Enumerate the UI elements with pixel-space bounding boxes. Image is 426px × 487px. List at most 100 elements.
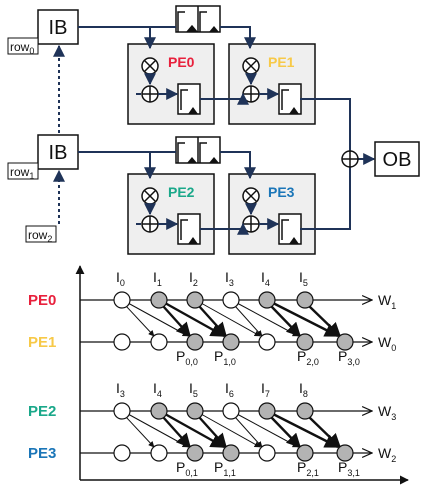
svg-text:row1: row1 bbox=[10, 165, 34, 181]
group-bottom-bottom-node bbox=[186, 444, 204, 462]
group-bottom-diag2-1 bbox=[164, 412, 226, 449]
add-icon bbox=[242, 215, 260, 233]
group-bottom-weight-top: W3 bbox=[378, 403, 396, 422]
flow-layer: I0 I1 I2 I3 I4 I5 W1 W0 P0,0 P1,0 P2,0 P3,0 I3 I4 I5 I6… bbox=[80, 269, 396, 478]
pe2-label: PE2 bbox=[168, 184, 195, 200]
group-bottom-diag-2 bbox=[198, 416, 227, 449]
group-bottom-bottom-node bbox=[258, 444, 276, 462]
group-bottom-bottom-node bbox=[336, 444, 354, 462]
group-bottom-diag2-0 bbox=[127, 413, 189, 448]
pe1-label: PE1 bbox=[268, 54, 295, 70]
register-icon bbox=[177, 83, 201, 115]
group-bottom-bottom-node bbox=[296, 444, 314, 462]
group-bottom-output-label-0: P0,1 bbox=[176, 459, 198, 478]
add-icon bbox=[242, 85, 260, 103]
architecture-diagram: IB IB row0 row1 row2 PE0 PE1 PE2 bbox=[7, 5, 420, 255]
weight-fifo-bottom bbox=[175, 136, 221, 164]
input-buffer-top-label: IB bbox=[49, 17, 68, 39]
group-top-diag2-1 bbox=[164, 301, 226, 338]
row1-tag: row1 bbox=[7, 162, 39, 181]
group-top-top-node bbox=[296, 291, 314, 309]
group-bottom-diag2-2 bbox=[200, 413, 261, 448]
dataflow-row-pe3: PE3 bbox=[28, 445, 56, 462]
group-bottom-top-node bbox=[222, 402, 240, 420]
group-bottom-top-node bbox=[296, 402, 314, 420]
group-bottom-output-label-2: P2,1 bbox=[297, 459, 319, 478]
group-bottom-weight-bottom: W2 bbox=[378, 445, 396, 464]
register-icon bbox=[177, 213, 201, 245]
multiply-icon bbox=[141, 57, 159, 75]
pe0-internals bbox=[141, 57, 208, 115]
group-bottom-top-node bbox=[186, 402, 204, 420]
row2-label: row bbox=[28, 228, 48, 242]
dataflow-row-pe1: PE1 bbox=[28, 334, 56, 351]
group-bottom-output-label-1: P1,1 bbox=[214, 459, 236, 478]
group-bottom-top-node bbox=[150, 402, 168, 420]
row1-sub: 1 bbox=[29, 171, 34, 181]
group-top-output-label-2: P2,0 bbox=[297, 348, 319, 367]
group-top-diag-3 bbox=[234, 305, 263, 337]
group-bottom-bottom-node bbox=[113, 444, 131, 462]
input-wires bbox=[78, 26, 256, 180]
group-top-diag2-4 bbox=[272, 301, 340, 338]
svg-text:row0: row0 bbox=[10, 40, 34, 56]
group-top-input-label-2: I2 bbox=[189, 269, 198, 288]
pe3-label: PE3 bbox=[268, 184, 295, 200]
add-icon bbox=[141, 215, 159, 233]
group-top-diag2-3 bbox=[236, 302, 299, 337]
group-top-diag-0 bbox=[125, 305, 155, 337]
multiply-icon bbox=[242, 187, 260, 205]
register-icon bbox=[278, 83, 302, 115]
multiply-icon bbox=[141, 187, 159, 205]
output-buffer: OB bbox=[374, 141, 420, 177]
group-top-bottom-node bbox=[186, 333, 204, 351]
pe0-label: PE0 bbox=[168, 54, 195, 70]
group-bottom-top-node bbox=[258, 402, 276, 420]
group-top-output-label-0: P0,0 bbox=[176, 348, 198, 367]
row2-sub: 2 bbox=[47, 234, 52, 244]
output-wires bbox=[300, 98, 376, 230]
input-buffer-bottom-label: IB bbox=[49, 142, 68, 164]
output-adder-icon bbox=[341, 150, 359, 168]
dataflow-row-pe2: PE2 bbox=[28, 403, 56, 420]
input-buffer-top: IB bbox=[37, 9, 79, 45]
group-bottom-diag-5 bbox=[308, 416, 342, 449]
group-bottom-input-label-3: I6 bbox=[225, 380, 234, 399]
row0-label: row bbox=[10, 40, 30, 54]
group-bottom-diag-0 bbox=[125, 416, 155, 448]
dataflow-diagram: PE0 PE1 PE2 PE3 I0 I1 I2 I3 I4 I5 W1 W0 P0,0 P1,0… bbox=[28, 265, 409, 485]
group-top-top-node bbox=[186, 291, 204, 309]
group-bottom-bottom-node bbox=[222, 444, 240, 462]
group-bottom-top-node bbox=[113, 402, 131, 420]
group-bottom-diag2-3 bbox=[236, 413, 299, 448]
pe-internals bbox=[136, 57, 309, 245]
group-top-input-label-3: I3 bbox=[225, 269, 234, 288]
group-top-top-node bbox=[150, 291, 168, 309]
group-top-bottom-node bbox=[150, 333, 168, 351]
group-bottom-bottom-node bbox=[150, 444, 168, 462]
group-bottom-diag-3 bbox=[234, 416, 263, 448]
group-top-diag-5 bbox=[308, 305, 342, 338]
group-top-diag2-2 bbox=[200, 302, 261, 337]
register-icon bbox=[278, 213, 302, 245]
output-buffer-label: OB bbox=[383, 149, 412, 171]
group-top-bottom-node bbox=[222, 333, 240, 351]
group-bottom-diag2-4 bbox=[272, 412, 340, 449]
group-top-bottom-node bbox=[296, 333, 314, 351]
group-top-bottom-node bbox=[336, 333, 354, 351]
weight-fifo-top bbox=[175, 5, 221, 33]
pe3-internals bbox=[242, 187, 309, 245]
pe2-internals bbox=[141, 187, 208, 245]
group-top-top-node bbox=[258, 291, 276, 309]
add-icon bbox=[141, 85, 159, 103]
group-top-weight-bottom: W0 bbox=[378, 334, 396, 353]
group-top-input-label-0: I0 bbox=[116, 269, 125, 288]
group-top-diag2-0 bbox=[127, 302, 189, 337]
group-top-top-node bbox=[222, 291, 240, 309]
group-top-top-node bbox=[113, 291, 131, 309]
multiply-icon bbox=[242, 57, 260, 75]
group-bottom-input-label-0: I3 bbox=[116, 380, 125, 399]
row0-tag: row0 bbox=[7, 37, 39, 56]
group-bottom-output-label-3: P3,1 bbox=[338, 459, 360, 478]
